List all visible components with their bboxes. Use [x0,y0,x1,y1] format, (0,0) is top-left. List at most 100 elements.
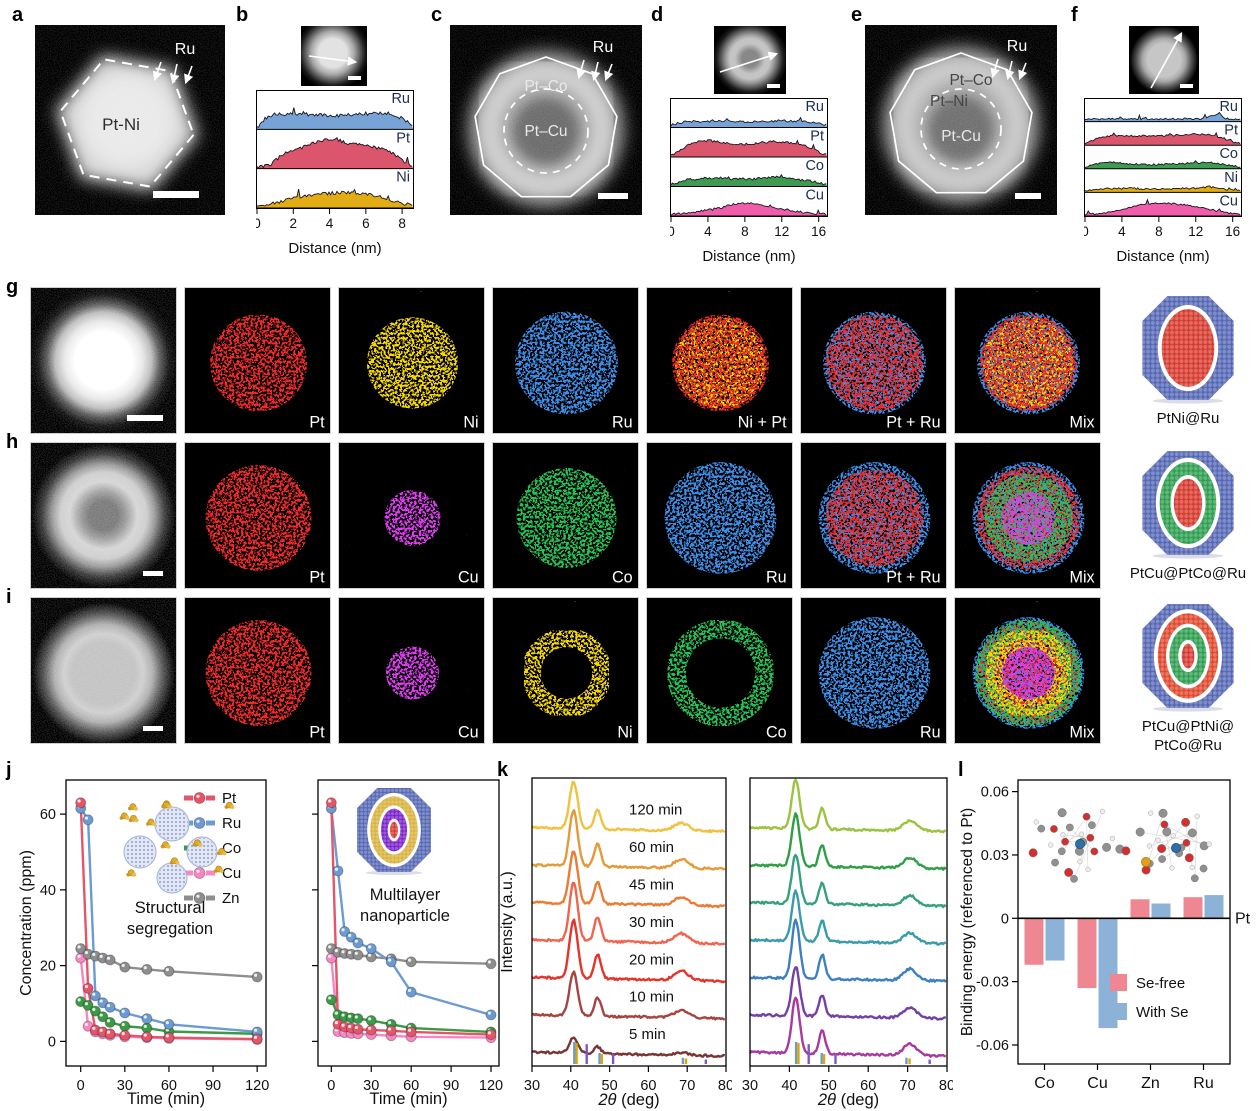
core-composition-label: Pt-Cu [941,128,981,145]
panel-f-profile-chart: Ru Pt Co Ni Cu 0 4 8 12 16 Distance (nm) [1084,98,1242,264]
model-label-line1: PtCu@PtNi@ [1141,718,1235,735]
panel-letter-h: h [6,431,19,453]
shell-composition-label: Pt–Co [524,78,567,95]
svg-text:Pt + Ru: Pt + Ru [886,569,940,587]
svg-text:0: 0 [670,224,675,239]
svg-text:Concentration (ppm): Concentration (ppm) [18,850,35,996]
eds-row-g: Pt Ni Ru Ni + Pt Pt + Ru Mix [30,287,1101,434]
svg-text:Pt: Pt [309,724,325,742]
svg-text:Distance (nm): Distance (nm) [702,248,795,264]
svg-text:Time (min): Time (min) [369,1090,447,1108]
scale-bar [1180,84,1193,88]
eds-map-Pt+Ru: Pt + Ru [800,287,947,434]
svg-text:Ru: Ru [612,414,633,432]
svg-text:Pt: Pt [309,569,325,587]
model-ptcu-ptni-ptco-ru-render [1142,604,1234,712]
svg-text:With Se: With Se [1136,1004,1189,1021]
svg-text:-0.06: -0.06 [976,1038,1009,1054]
svg-text:60: 60 [640,1078,656,1094]
svg-text:0: 0 [256,216,261,231]
haadf-image-i [30,597,177,744]
panel-letter-g: g [6,276,19,298]
scale-bar [1015,193,1041,199]
scale-bar [598,193,628,199]
scale-bar [153,191,199,198]
svg-text:Binding energy (referenced to: Binding energy (referenced to Pt) [959,808,976,1036]
svg-text:Zn: Zn [1141,1075,1160,1092]
svg-text:50: 50 [821,1078,837,1094]
svg-text:45 min: 45 min [629,876,674,893]
svg-text:2θ (deg): 2θ (deg) [597,1091,659,1109]
svg-text:60: 60 [161,1078,177,1094]
model-ptcu-ptni-ptco-ru: PtCu@PtNi@ PtCo@Ru [1118,600,1258,756]
svg-text:Co: Co [805,158,824,174]
panel-e-haadf-image: Pt–Co Pt–Ni Pt-Cu Ru [865,25,1057,215]
mid-composition-label: Pt–Ni [930,93,968,110]
panel-b: Ru Pt Ni 0 2 4 6 8 Distance (nm) [256,24,414,264]
svg-text:Co: Co [222,840,241,857]
svg-text:0.06: 0.06 [981,785,1009,801]
svg-text:Zn: Zn [222,890,240,907]
model-ptcu-ptco-ru-render [1142,451,1234,559]
svg-text:60: 60 [403,1078,419,1094]
svg-text:4: 4 [1118,224,1126,239]
svg-text:Mix: Mix [1070,724,1095,742]
svg-text:Pt: Pt [309,414,325,432]
svg-text:6: 6 [362,216,370,231]
panel-j-left-plot: 0 30 60 90 120 0 20 40 60 Pt Ru Co Cu Zn Time (min) Con… [18,779,269,1108]
core-composition-label: Pt–Cu [524,123,567,140]
ru-annotation: Ru [593,39,613,56]
panel-b-inset-image [301,26,367,86]
svg-text:Mix: Mix [1070,414,1095,432]
haadf-image-g [30,287,177,434]
eds-map-Ni: Ni [492,597,639,744]
eds-map-Ru: Ru [492,287,639,434]
shell-composition-label: Pt–Co [949,72,992,89]
svg-text:Cu: Cu [458,724,479,742]
svg-text:0: 0 [1084,224,1089,239]
svg-text:Pt: Pt [810,129,824,145]
svg-text:0: 0 [327,1078,335,1094]
svg-text:Time (min): Time (min) [127,1090,205,1108]
eds-map-Ni: Ni [338,287,485,434]
svg-text:Ru: Ru [920,724,941,742]
svg-text:Se-free: Se-free [1136,975,1185,992]
svg-text:16: 16 [811,224,826,239]
svg-text:60 min: 60 min [629,839,674,856]
line-scan-arrow-icon [719,51,779,73]
svg-text:80: 80 [939,1078,953,1094]
svg-text:0: 0 [77,1078,85,1094]
svg-text:30: 30 [363,1078,379,1094]
svg-text:20 min: 20 min [629,951,674,968]
svg-text:Distance (nm): Distance (nm) [288,240,381,256]
svg-text:Pt: Pt [222,790,237,807]
panel-letter-c: c [431,4,443,26]
svg-text:Pt: Pt [396,130,410,146]
panel-letter-b: b [236,4,249,26]
svg-text:-0.03: -0.03 [976,975,1009,991]
svg-text:Co: Co [1034,1075,1055,1092]
svg-text:40: 40 [40,883,56,899]
svg-text:90: 90 [205,1078,221,1094]
shell-outline [474,56,618,198]
svg-text:Ru: Ru [1219,99,1238,115]
eds-map-Ni+Pt: Ni + Pt [646,287,793,434]
svg-text:20: 20 [40,959,56,975]
core-composition-label: Pt-Ni [102,115,140,134]
scale-bar [127,415,163,421]
svg-text:120: 120 [479,1078,503,1094]
eds-map-Ru: Ru [646,442,793,589]
model-ptni-ru: PtNi@Ru [1118,292,1258,429]
eds-map-Mix: Mix [954,442,1101,589]
ru-annotation: Ru [175,41,195,58]
svg-text:Co: Co [1219,146,1238,162]
svg-text:8: 8 [398,216,406,231]
eds-map-Co: Co [646,597,793,744]
svg-text:30: 30 [742,1078,758,1094]
core-outline-dashed [920,88,1002,170]
svg-text:12: 12 [774,224,789,239]
svg-text:Ru: Ru [766,569,787,587]
shell-outline [889,52,1033,194]
svg-text:Ni + Pt: Ni + Pt [738,414,787,432]
panel-d: Ru Pt Co Cu 0 4 8 12 16 Distance (nm) [670,24,830,270]
